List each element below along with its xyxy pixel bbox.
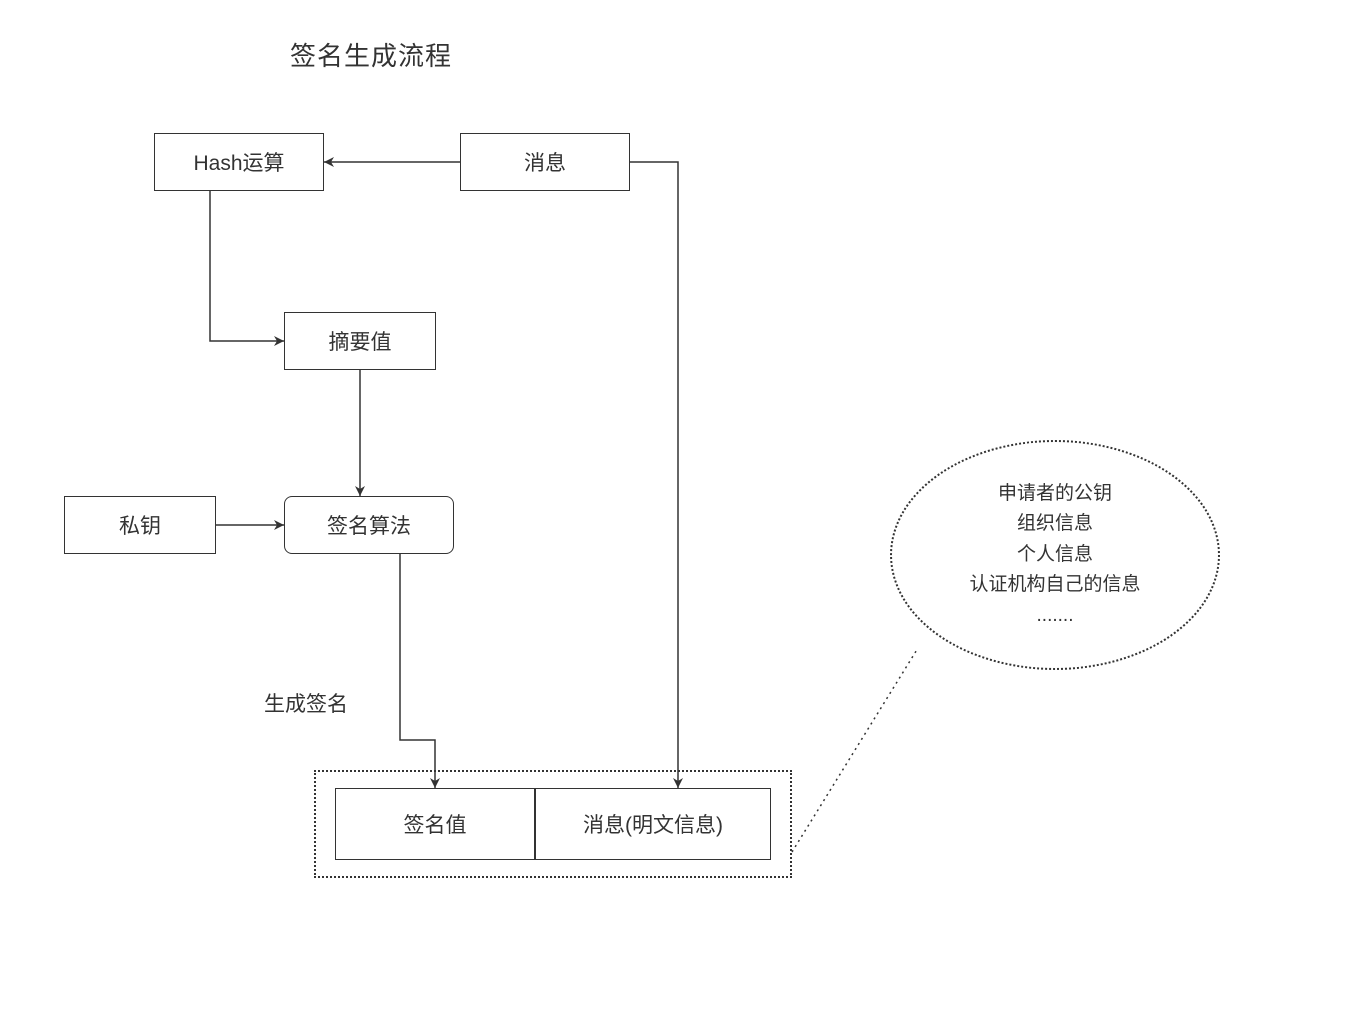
annotation-line-3: 认证机构自己的信息: [969, 570, 1140, 600]
edge-label-gensig: 生成签名: [264, 688, 348, 718]
node-message-label: 消息: [524, 147, 566, 177]
node-hash: Hash运算: [154, 133, 324, 191]
diagram-title: 签名生成流程: [290, 36, 452, 73]
node-privkey-label: 私钥: [119, 510, 161, 540]
result-group: [314, 770, 792, 878]
node-hash-label: Hash运算: [193, 147, 284, 177]
annotation-ellipse: 申请者的公钥 组织信息 个人信息 认证机构自己的信息 .......: [890, 440, 1220, 670]
annotation-line-4: .......: [1037, 601, 1074, 631]
node-message: 消息: [460, 133, 630, 191]
node-digest: 摘要值: [284, 312, 436, 370]
annotation-line-1: 组织信息: [1017, 509, 1093, 539]
annotation-line-0: 申请者的公钥: [998, 479, 1112, 509]
node-signalg-label: 签名算法: [327, 510, 411, 540]
node-privkey: 私钥: [64, 496, 216, 554]
node-signalg: 签名算法: [284, 496, 454, 554]
annotation-line-2: 个人信息: [1017, 540, 1093, 570]
node-digest-label: 摘要值: [329, 326, 392, 356]
